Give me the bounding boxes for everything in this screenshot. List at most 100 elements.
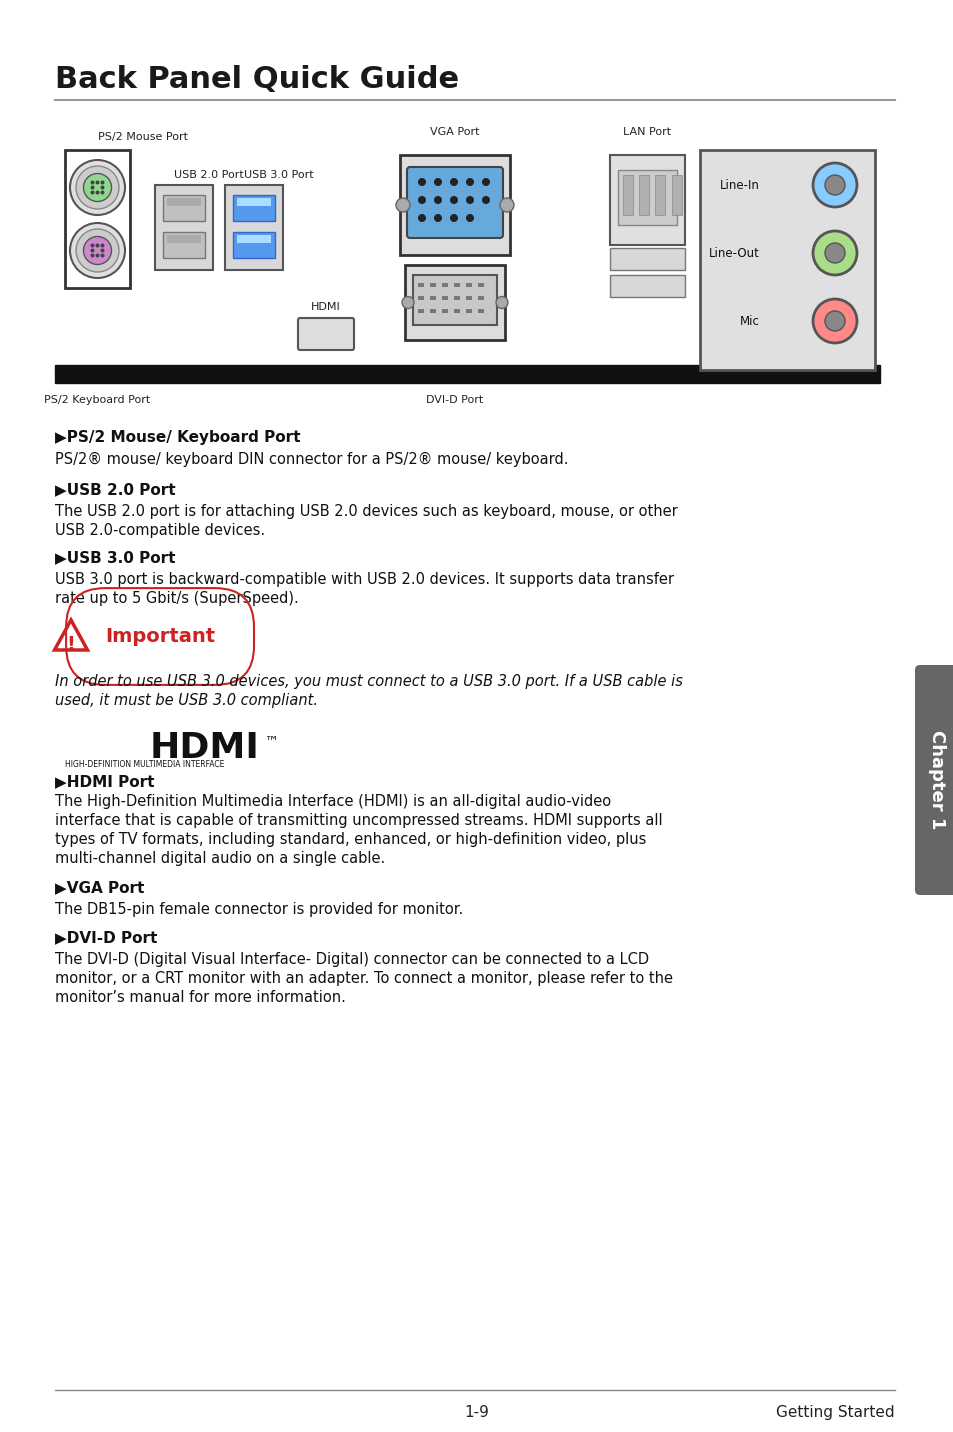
Bar — [417, 284, 423, 286]
Circle shape — [100, 190, 105, 195]
Bar — [233, 232, 274, 258]
Text: ▶USB 3.0 Port: ▶USB 3.0 Port — [55, 550, 175, 566]
Bar — [167, 198, 201, 206]
Text: !: ! — [67, 634, 75, 653]
Circle shape — [824, 175, 844, 195]
Circle shape — [91, 253, 94, 258]
Circle shape — [70, 223, 125, 278]
Circle shape — [434, 196, 441, 203]
Bar — [609, 248, 684, 271]
Text: used, it must be USB 3.0 compliant.: used, it must be USB 3.0 compliant. — [55, 693, 317, 707]
Bar — [163, 195, 205, 221]
Bar — [441, 309, 448, 314]
Text: ▶HDMI Port: ▶HDMI Port — [55, 775, 154, 789]
Bar — [233, 195, 274, 221]
FancyBboxPatch shape — [407, 168, 502, 238]
Circle shape — [434, 213, 441, 222]
Bar — [55, 365, 879, 382]
Circle shape — [91, 243, 94, 248]
Text: Important: Important — [105, 627, 214, 646]
Bar — [700, 150, 874, 369]
Text: Back Panel Quick Guide: Back Panel Quick Guide — [55, 64, 458, 95]
Bar — [441, 284, 448, 286]
Circle shape — [812, 299, 856, 344]
Bar — [477, 296, 483, 299]
Circle shape — [76, 166, 119, 209]
Circle shape — [824, 243, 844, 263]
Text: interface that is capable of transmitting uncompressed streams. HDMI supports al: interface that is capable of transmittin… — [55, 813, 662, 828]
Circle shape — [434, 178, 441, 186]
Circle shape — [395, 198, 410, 212]
Text: ▶PS/2 Mouse/ Keyboard Port: ▶PS/2 Mouse/ Keyboard Port — [55, 430, 300, 445]
Text: multi-channel digital audio on a single cable.: multi-channel digital audio on a single … — [55, 851, 385, 866]
Text: The High-Definition Multimedia Interface (HDMI) is an all-digital audio-video: The High-Definition Multimedia Interface… — [55, 793, 611, 809]
Circle shape — [481, 196, 490, 203]
Circle shape — [450, 196, 457, 203]
Text: The USB 2.0 port is for attaching USB 2.0 devices such as keyboard, mouse, or ot: The USB 2.0 port is for attaching USB 2.… — [55, 504, 677, 518]
Text: USB 2.0 Port: USB 2.0 Port — [173, 170, 244, 180]
Circle shape — [465, 213, 474, 222]
Text: The DVI-D (Digital Visual Interface- Digital) connector can be connected to a LC: The DVI-D (Digital Visual Interface- Dig… — [55, 952, 648, 967]
Circle shape — [100, 180, 105, 185]
Circle shape — [91, 186, 94, 189]
Circle shape — [95, 243, 99, 248]
Text: ▶VGA Port: ▶VGA Port — [55, 881, 144, 895]
Bar — [417, 296, 423, 299]
Text: monitor, or a CRT monitor with an adapter. To connect a monitor, please refer to: monitor, or a CRT monitor with an adapte… — [55, 971, 672, 987]
Bar — [405, 265, 504, 339]
Bar — [163, 232, 205, 258]
Text: monitor’s manual for more information.: monitor’s manual for more information. — [55, 990, 346, 1005]
Circle shape — [417, 196, 426, 203]
Bar — [477, 309, 483, 314]
Circle shape — [450, 178, 457, 186]
Text: DVI-D Port: DVI-D Port — [426, 395, 483, 405]
Circle shape — [401, 296, 414, 308]
Bar — [236, 198, 271, 206]
Bar — [454, 284, 459, 286]
Text: VGA Port: VGA Port — [430, 127, 479, 137]
Circle shape — [91, 190, 94, 195]
Text: HDMI: HDMI — [311, 302, 340, 312]
Bar — [639, 175, 648, 215]
Text: Chapter 1: Chapter 1 — [927, 730, 945, 829]
Circle shape — [84, 173, 112, 202]
Bar — [430, 309, 436, 314]
Circle shape — [496, 296, 507, 308]
Text: ™: ™ — [265, 735, 278, 748]
Circle shape — [100, 249, 105, 252]
Circle shape — [95, 253, 99, 258]
Circle shape — [100, 186, 105, 189]
Text: Mic: Mic — [740, 315, 760, 328]
Text: rate up to 5 Gbit/s (SuperSpeed).: rate up to 5 Gbit/s (SuperSpeed). — [55, 591, 298, 606]
Circle shape — [84, 236, 112, 265]
Bar — [417, 309, 423, 314]
Bar — [618, 170, 677, 225]
Text: ▶USB 2.0 Port: ▶USB 2.0 Port — [55, 483, 175, 497]
Bar — [477, 284, 483, 286]
Bar — [465, 309, 472, 314]
Circle shape — [824, 311, 844, 331]
Text: USB 3.0 port is backward-compatible with USB 2.0 devices. It supports data trans: USB 3.0 port is backward-compatible with… — [55, 571, 673, 587]
Bar — [454, 296, 459, 299]
Circle shape — [499, 198, 514, 212]
Text: PS/2® mouse/ keyboard DIN connector for a PS/2® mouse/ keyboard.: PS/2® mouse/ keyboard DIN connector for … — [55, 453, 568, 467]
Circle shape — [812, 231, 856, 275]
Circle shape — [91, 249, 94, 252]
FancyBboxPatch shape — [297, 318, 354, 349]
Bar — [399, 155, 510, 255]
Text: 1-9: 1-9 — [464, 1405, 489, 1421]
Text: types of TV formats, including standard, enhanced, or high-definition video, plu: types of TV formats, including standard,… — [55, 832, 646, 846]
Bar — [609, 275, 684, 296]
Text: The DB15-pin female connector is provided for monitor.: The DB15-pin female connector is provide… — [55, 902, 463, 916]
FancyBboxPatch shape — [914, 664, 953, 895]
Circle shape — [70, 160, 125, 215]
Text: PS/2 Mouse Port: PS/2 Mouse Port — [97, 132, 188, 142]
Text: Line-Out: Line-Out — [708, 246, 760, 259]
Circle shape — [481, 178, 490, 186]
Circle shape — [417, 213, 426, 222]
Text: USB 2.0-compatible devices.: USB 2.0-compatible devices. — [55, 523, 265, 538]
Bar — [671, 175, 681, 215]
Bar — [430, 296, 436, 299]
Bar — [413, 275, 497, 325]
Bar — [465, 284, 472, 286]
